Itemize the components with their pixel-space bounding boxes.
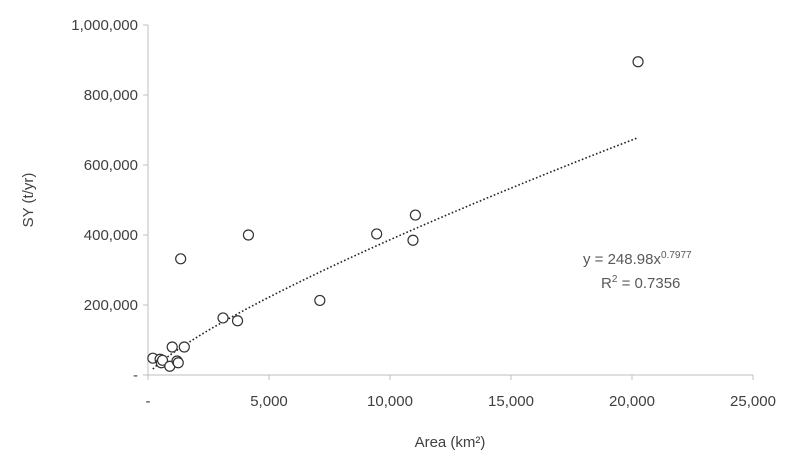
- y-tick-label: 600,000: [84, 157, 138, 174]
- x-tick-label: 5,000: [250, 393, 288, 410]
- y-axis-title: SY (t/yr): [20, 173, 37, 228]
- y-tick-label: 200,000: [84, 297, 138, 314]
- data-point: [407, 234, 419, 246]
- y-tick-label: -: [133, 367, 138, 384]
- data-point: [371, 228, 383, 240]
- x-axis-title: Area (km²): [415, 434, 486, 451]
- data-point: [409, 209, 422, 221]
- x-tick-label: 15,000: [488, 393, 534, 410]
- y-tick-label: 1,000,000: [71, 17, 138, 34]
- trendline: [152, 136, 639, 370]
- data-point: [172, 357, 184, 369]
- x-tick-label: 25,000: [730, 393, 776, 410]
- data-point: [314, 294, 326, 307]
- data-point: [231, 315, 244, 327]
- data-points: [147, 56, 644, 372]
- data-point: [156, 354, 169, 366]
- data-point: [175, 253, 187, 265]
- x-tick-label: -: [146, 393, 151, 410]
- data-point: [217, 312, 229, 324]
- data-point: [178, 341, 190, 353]
- data-point: [242, 229, 255, 241]
- y-tick-label: 400,000: [84, 227, 138, 244]
- axes: [147, 25, 753, 376]
- data-point: [632, 56, 644, 68]
- x-tick-label: 10,000: [367, 393, 413, 410]
- trendline-r-squared: R2 = 0.7356: [601, 274, 680, 292]
- data-point: [166, 341, 178, 353]
- x-tick-label: 20,000: [609, 393, 655, 410]
- y-tick-labels: - 200,000 400,000 600,000 800,000 1,000,000: [71, 17, 148, 384]
- x-tick-labels: - 5,000 10,000 15,000 20,000 25,000: [146, 375, 776, 410]
- y-tick-label: 800,000: [84, 87, 138, 104]
- trendline-equation: y = 248.98x0.7977: [583, 250, 692, 268]
